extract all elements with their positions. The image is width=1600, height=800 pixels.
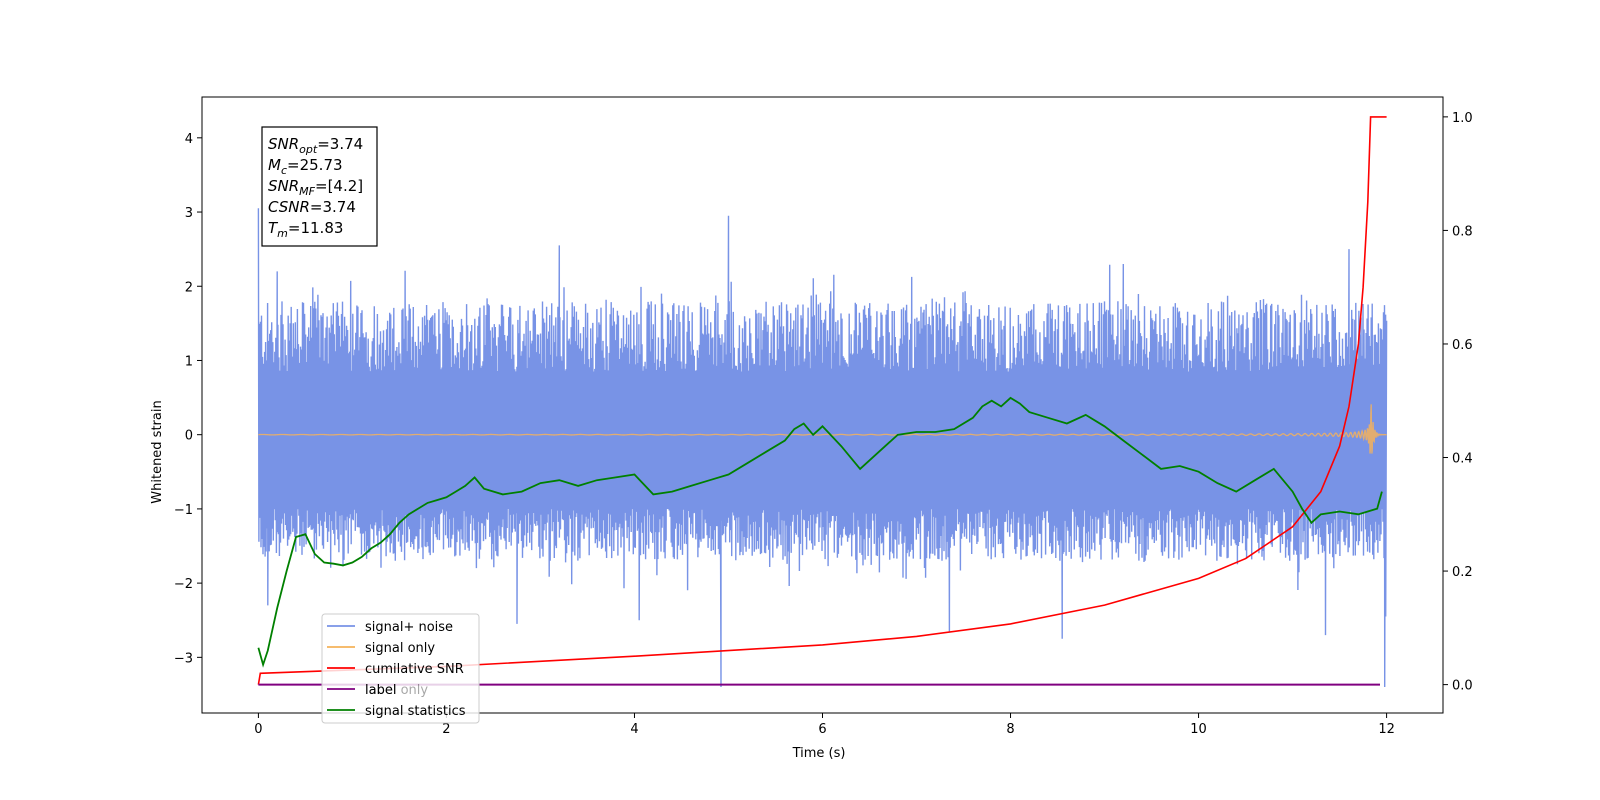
y-tick-label: −2	[174, 577, 193, 592]
stats-symbol: T	[268, 219, 279, 237]
stats-symbol: SNR	[268, 135, 299, 153]
series-signal-noise	[257, 208, 1388, 688]
y2-tick-label: 0.0	[1452, 679, 1473, 694]
y2-tick-label: 1.0	[1452, 111, 1473, 126]
y2-tick-label: 0.4	[1452, 452, 1473, 467]
y2-tick-label: 0.6	[1452, 338, 1473, 353]
stats-line: SNRopt=3.74	[268, 135, 363, 156]
y-tick-label: −1	[174, 503, 193, 518]
legend-item: label	[365, 683, 396, 698]
x-tick-label: 0	[254, 722, 262, 737]
stats-value: =11.83	[288, 219, 344, 237]
stats-value: =3.74	[310, 198, 356, 216]
plot-inner	[257, 116, 1388, 688]
y2-tick-label: 0.2	[1452, 565, 1473, 580]
stats-line: SNRMF=[4.2]	[268, 177, 363, 198]
series-signal-only	[258, 404, 1387, 454]
stats-subscript: c	[281, 164, 287, 177]
legend-item: signal+ noise	[365, 620, 453, 635]
series-signal-statistics	[257, 396, 1383, 668]
stats-value: =25.73	[287, 156, 343, 174]
stats-line: CSNR=3.74	[268, 198, 356, 216]
y-tick-label: 4	[185, 132, 193, 147]
legend: signal+ noise signal only cumilative SNR la…	[321, 613, 480, 724]
legend-item: cumilative SNR	[365, 662, 464, 677]
stats-subscript: opt	[299, 143, 318, 156]
x-tick-label: 4	[630, 722, 638, 737]
legend-overlap-text: label only	[365, 683, 428, 698]
x-tick-label: 10	[1190, 722, 1207, 737]
stats-symbol: CSNR	[268, 198, 310, 216]
stats-value: =3.74	[317, 135, 363, 153]
stats-value: =[4.2]	[315, 177, 363, 195]
stats-symbol: SNR	[268, 177, 299, 195]
y-tick-label: −3	[174, 651, 193, 666]
stats-symbol: M	[268, 156, 281, 174]
stats-subscript: MF	[299, 185, 315, 198]
x-tick-label: 6	[818, 722, 826, 737]
stats-annotation: SNRopt=3.74Mc=25.73SNRMF=[4.2]CSNR=3.74T…	[261, 126, 378, 247]
legend-item: signal statistics	[365, 704, 466, 719]
y-tick-label: 1	[185, 354, 193, 369]
x-tick-label: 8	[1006, 722, 1014, 737]
stats-line: Mc=25.73	[268, 156, 343, 177]
x-tick-label: 2	[442, 722, 450, 737]
x-axis-label: Time (s)	[792, 746, 846, 761]
series-cumulative-snr	[257, 116, 1387, 685]
plot-area	[257, 116, 1388, 688]
y-tick-label: 3	[185, 206, 193, 221]
y-tick-label: 2	[185, 280, 193, 295]
stats-line: Tm=11.83	[268, 219, 343, 240]
stats-subscript: m	[277, 227, 288, 240]
x-tick-label: 12	[1378, 722, 1395, 737]
y2-tick-label: 0.8	[1452, 224, 1473, 239]
stats-box	[261, 126, 378, 247]
y-tick-label: 0	[185, 429, 193, 444]
y-axis-label: Whitened strain	[150, 400, 165, 503]
legend-box	[321, 613, 480, 724]
legend-item: signal only	[365, 641, 435, 656]
